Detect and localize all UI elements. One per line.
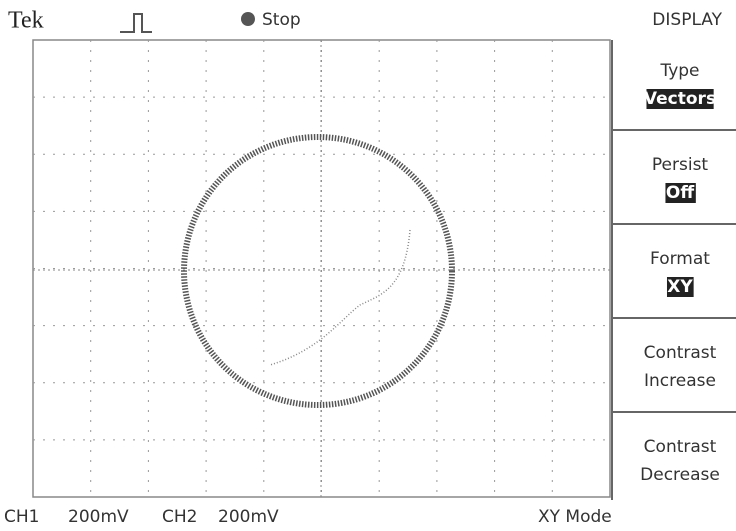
ch1-label: CH1 [4,507,39,527]
background [0,0,736,531]
menu-label: Format [650,249,710,269]
ch1-scale: 200mV [68,507,129,527]
oscilloscope-screen: Tek Stop DISPLAY Type Vectors Persist Off Fo… [0,0,736,531]
menu-value: Off [666,183,694,203]
menu-label: Contrast [644,437,717,457]
status-icon [241,12,255,26]
run-status: Stop [262,10,301,30]
ch2-label: CH2 [162,507,197,527]
menu-label: Contrast [644,343,717,363]
menu-value: Decrease [640,465,720,485]
menu-value: Vectors [644,89,716,109]
menu-label: Type [659,61,699,81]
menu-value: Increase [644,371,716,391]
menu-value: XY [667,277,693,297]
menu-label: Persist [652,155,709,175]
menu-title: DISPLAY [652,10,722,30]
ch2-scale: 200mV [218,507,279,527]
mode-label: XY Mode [538,507,612,527]
brand: Tek [8,8,44,34]
